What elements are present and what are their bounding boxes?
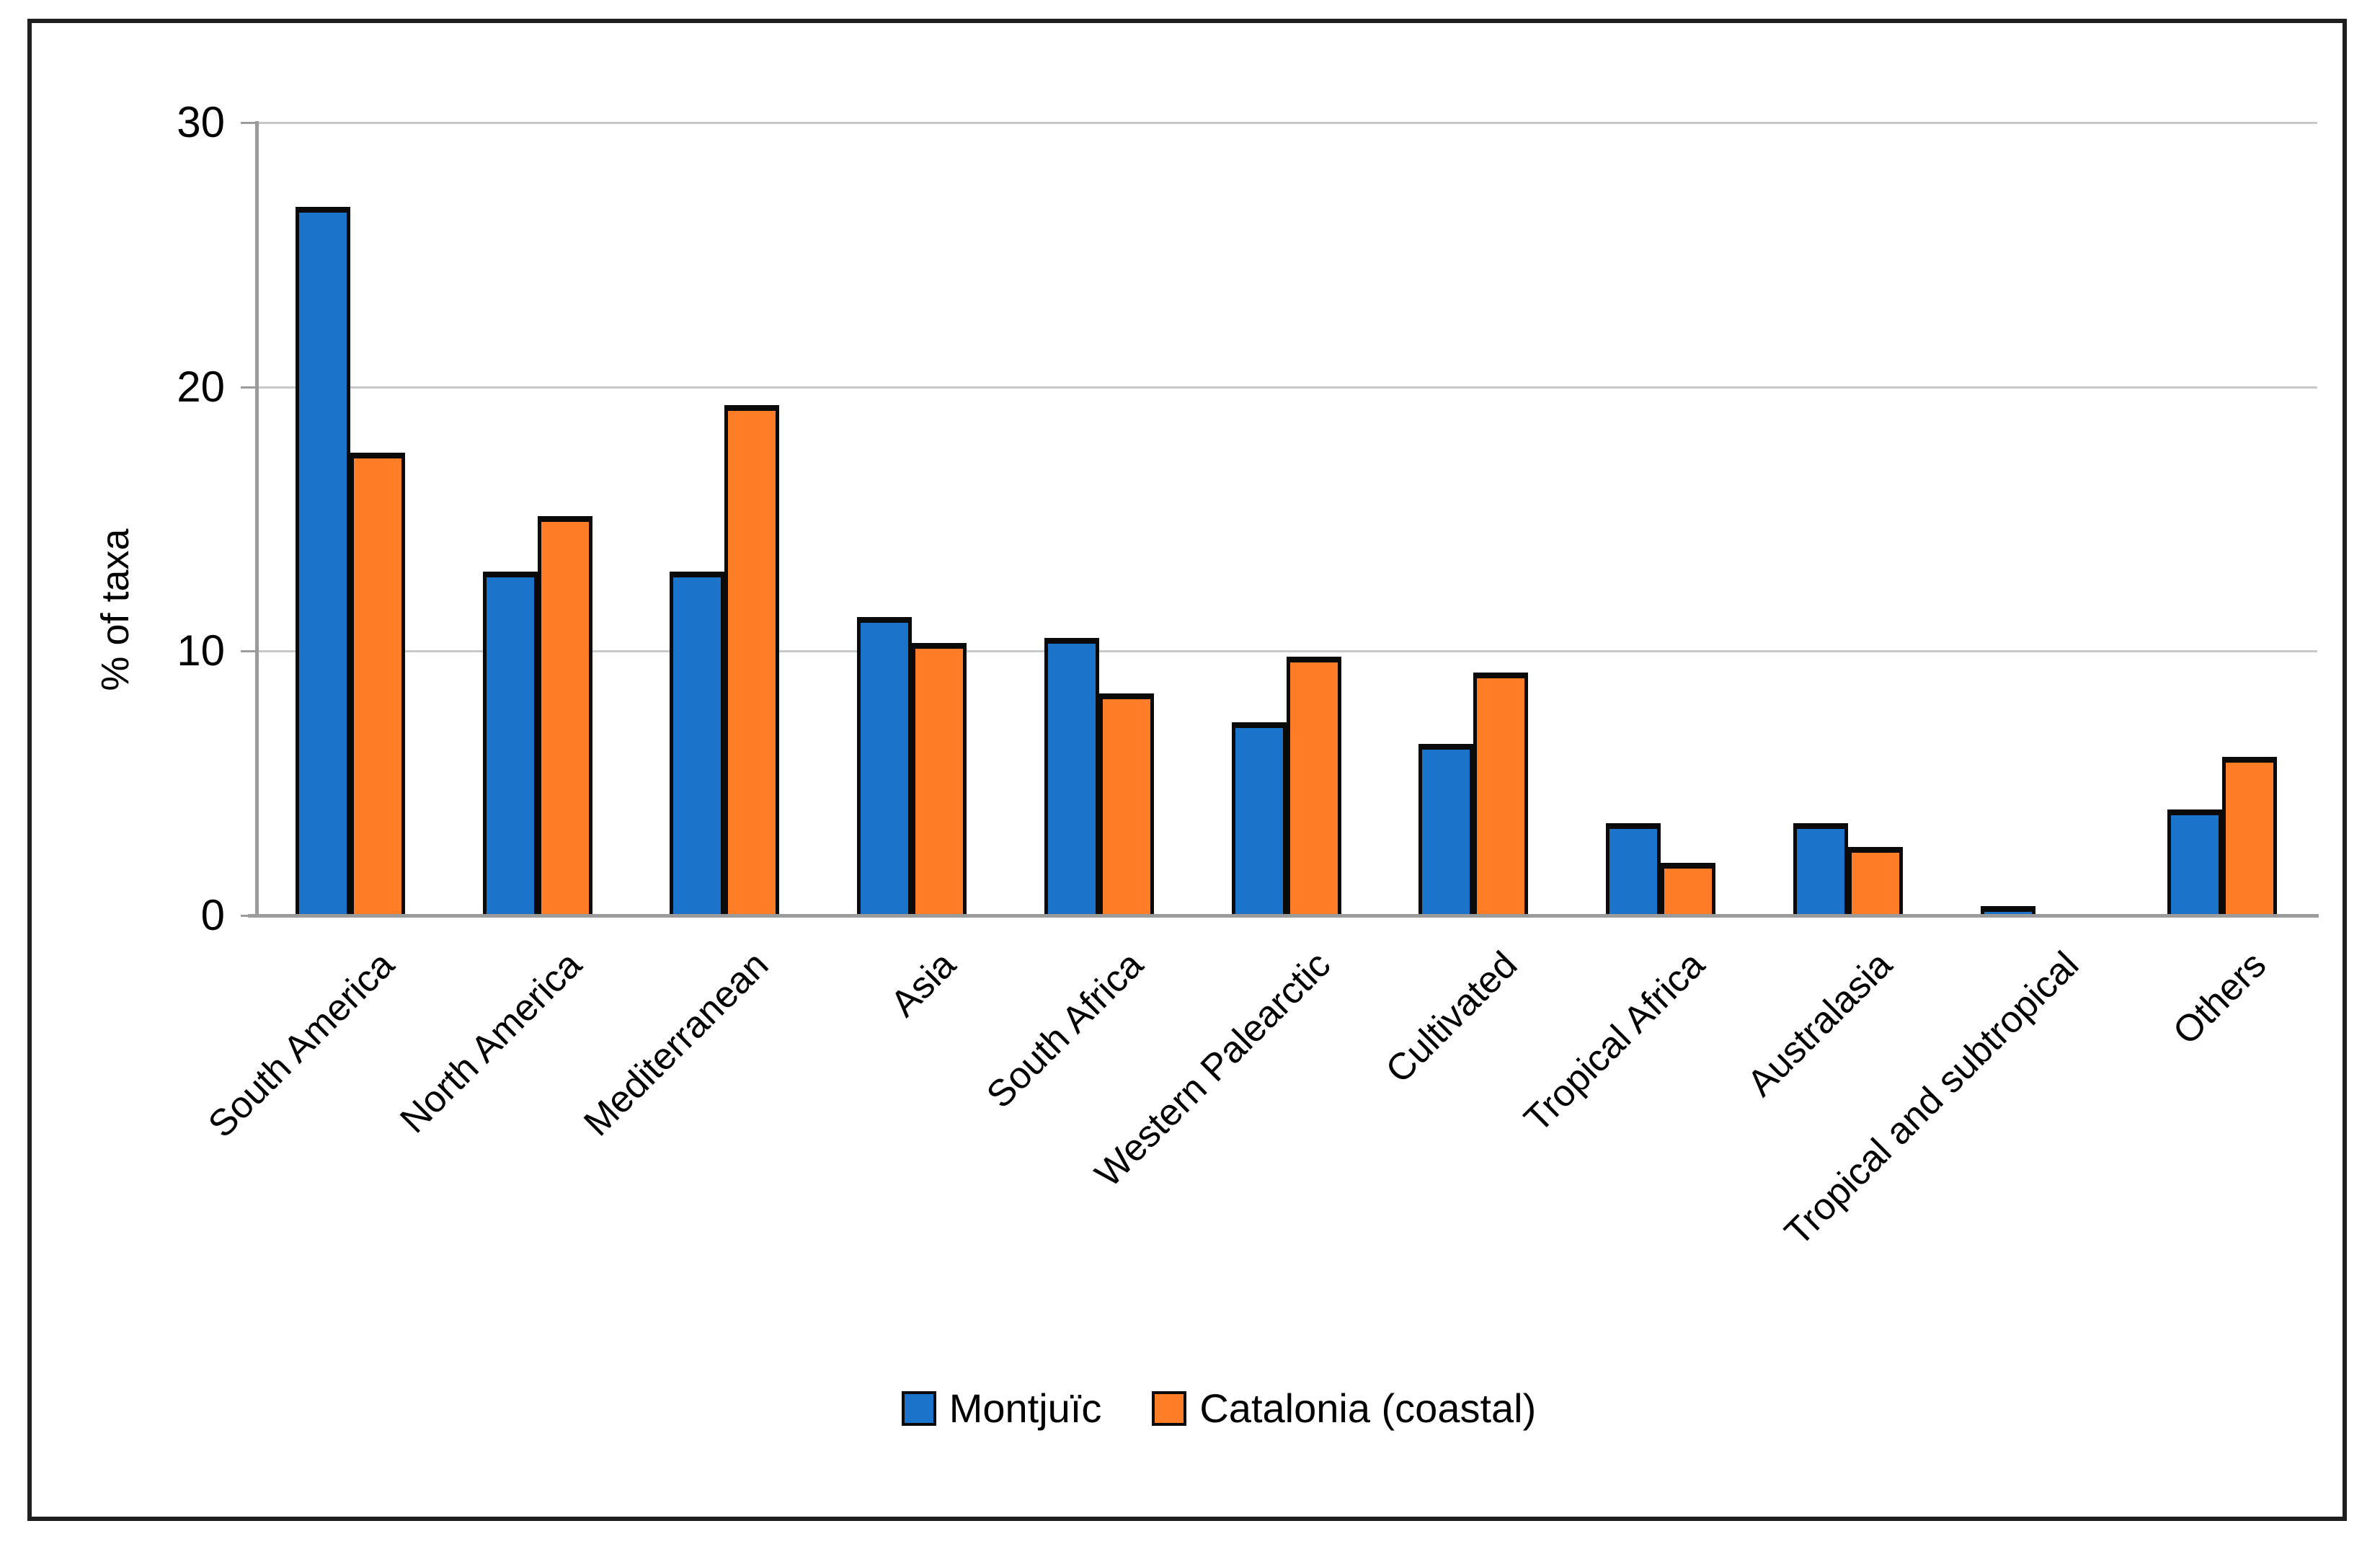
y-axis-title: % of taxa <box>94 528 137 691</box>
bar-catalonia-coastal--tropical-africa <box>1661 862 1716 915</box>
gridline-30 <box>258 122 2317 124</box>
y-tick-label-20: 20 <box>177 362 225 411</box>
bar-montju-c-western-palearctic <box>1231 722 1287 915</box>
bar-catalonia-coastal--cultivated <box>1473 672 1529 915</box>
bar-catalonia-coastal--south-africa <box>1098 693 1154 915</box>
bar-catalonia-coastal--western-palearctic <box>1286 656 1341 915</box>
bar-catalonia-coastal--north-america <box>537 516 592 915</box>
gridline-20 <box>258 386 2317 389</box>
legend-label: Montjuïc <box>949 1385 1102 1431</box>
bar-montju-c-south-america <box>296 207 350 915</box>
plot-area <box>258 123 2317 915</box>
legend-item-catalonia-coastal-: Catalonia (coastal) <box>1152 1387 1536 1430</box>
gridline-10 <box>258 650 2317 653</box>
bar-montju-c-australasia <box>1793 822 1848 915</box>
legend-swatch-icon <box>1152 1391 1187 1426</box>
bar-montju-c-mediterranean <box>670 572 725 915</box>
y-tick-label-30: 30 <box>177 98 225 146</box>
bar-montju-c-south-africa <box>1044 638 1099 915</box>
bar-montju-c-tropical-africa <box>1606 822 1661 915</box>
bar-montju-c-cultivated <box>1418 743 1474 915</box>
x-axis-line <box>248 914 2319 918</box>
bar-catalonia-coastal--mediterranean <box>724 405 780 915</box>
bar-montju-c-others <box>2167 809 2223 915</box>
bar-montju-c-north-america <box>482 572 538 915</box>
bar-catalonia-coastal--australasia <box>1847 846 1903 915</box>
y-tick-mark-30 <box>241 122 258 124</box>
bar-montju-c-tropical-and-subtropical <box>1980 906 2035 915</box>
y-tick-mark-10 <box>241 650 258 653</box>
bar-montju-c-asia <box>857 616 913 915</box>
y-tick-label-0: 0 <box>200 891 225 939</box>
y-tick-label-10: 10 <box>177 626 225 675</box>
y-axis-line <box>255 121 259 918</box>
bar-catalonia-coastal--south-america <box>350 453 405 915</box>
bar-catalonia-coastal--others <box>2222 757 2278 915</box>
y-tick-mark-20 <box>241 386 258 389</box>
legend-label: Catalonia (coastal) <box>1199 1385 1537 1431</box>
bar-catalonia-coastal--asia <box>912 643 967 915</box>
legend-item-montju-c: Montjuïc <box>901 1385 1102 1431</box>
legend: Montjuïc Catalonia (coastal) <box>0 1381 2380 1436</box>
legend-swatch-icon <box>901 1391 936 1426</box>
figure-border <box>27 19 2347 1521</box>
